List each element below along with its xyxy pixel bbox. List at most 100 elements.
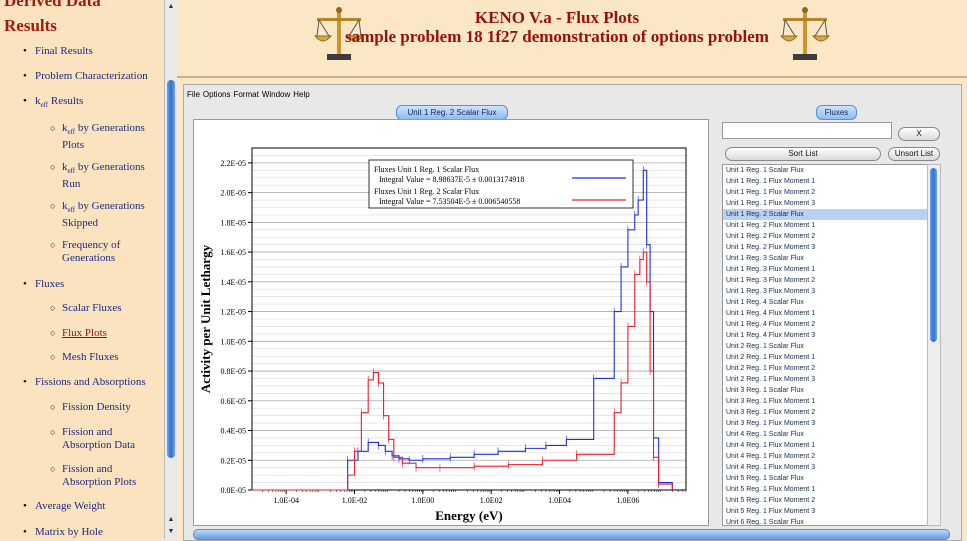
flux-list-item[interactable]: Unit 5 Reg. 1 Flux Moment 3 [726,508,816,515]
scroll-down-icon[interactable]: ▼ [167,527,175,535]
bullet-icon: ○ [50,328,56,338]
flux-list-item[interactable]: Unit 2 Reg. 1 Flux Moment 2 [726,365,816,372]
nav-link[interactable]: • Matrix by Hole [23,526,103,539]
nav-link-label: Fission and [62,463,113,475]
bullet-icon: ○ [50,427,56,437]
flux-list-item[interactable]: Unit 2 Reg. 1 Flux Moment 3 [726,376,816,383]
flux-list-item[interactable]: Unit 5 Reg. 1 Flux Moment 1 [726,486,816,493]
nav-link-line2: Absorption Plots [62,476,137,488]
flux-list-item[interactable]: Unit 4 Reg. 1 Flux Moment 1 [726,442,816,449]
flux-list-item[interactable]: Unit 1 Reg. 2 Flux Moment 3 [726,244,816,251]
flux-list-scroll-thumb[interactable] [930,168,937,342]
nav-link[interactable]: • Problem Characterization [23,70,148,83]
flux-search-input[interactable] [722,122,892,139]
nav-link-label: Frequency of [62,239,121,251]
flux-list-item[interactable]: Unit 1 Reg. 1 Flux Moment 3 [726,200,816,207]
flux-list-item[interactable]: Unit 1 Reg. 3 Flux Moment 1 [726,266,816,273]
nav-link-line2: Run [62,178,81,191]
flux-list-item[interactable]: Unit 1 Reg. 1 Flux Moment 1 [726,178,816,185]
flux-list-item[interactable]: Unit 4 Reg. 1 Flux Moment 3 [726,464,816,471]
flux-plot-applet: File Options Format Window Help Unit 1 Reg. … [183,84,962,541]
nav-link[interactable]: ○ keff by Generations Plots [50,122,145,152]
nav-link[interactable]: • Fluxes [23,278,65,291]
nav-link-label: k [62,122,68,134]
x-tick-label: 1.0E-04 [273,496,299,505]
flux-list-item[interactable]: Unit 5 Reg. 1 Flux Moment 2 [726,497,816,504]
nav-link[interactable]: ○ keff by Generations Skipped [50,200,145,230]
bullet-icon: ○ [50,352,56,362]
flux-list-item[interactable]: Unit 3 Reg. 1 Flux Moment 1 [726,398,816,405]
flux-list-item[interactable]: Unit 5 Reg. 1 Scalar Flux [726,475,804,482]
nav-link[interactable]: • Average Weight [23,500,106,513]
nav-scroll-thumb[interactable] [167,80,175,458]
unsort-list-button[interactable]: Unsort List [888,147,940,161]
y-tick-label: 1.0E-05 [220,337,246,346]
plot-frame [251,147,687,491]
nav-link-label: k [62,200,68,212]
nav-link[interactable]: ○ Flux Plots [50,327,107,340]
flux-list-item[interactable]: Unit 1 Reg. 3 Flux Moment 3 [726,288,816,295]
nav-link[interactable]: ○ Mesh Fluxes [50,351,119,364]
flux-list-item[interactable]: Unit 1 Reg. 4 Flux Moment 3 [726,332,816,339]
flux-list-item[interactable]: Unit 1 Reg. 3 Flux Moment 2 [726,277,816,284]
nav-link[interactable]: • Fissions and Absorptions [23,376,146,389]
flux-list-item[interactable]: Unit 4 Reg. 1 Flux Moment 2 [726,453,816,460]
bullet-icon: ○ [50,123,56,133]
nav-scrollbar[interactable]: ▲ ▲ ▼ [164,0,177,539]
flux-list-item[interactable]: Unit 2 Reg. 1 Scalar Flux [726,343,804,350]
flux-list-item[interactable]: Unit 1 Reg. 2 Scalar Flux [723,209,927,220]
menu-item[interactable]: Format [233,90,259,99]
flux-list-scrollbar[interactable] [927,164,941,526]
flux-list-item[interactable]: Unit 1 Reg. 4 Scalar Flux [726,299,804,306]
horizontal-scrollbar[interactable] [193,529,950,540]
flux-list-item[interactable]: Unit 4 Reg. 1 Scalar Flux [726,431,804,438]
y-tick-label: 0.0E-05 [220,486,246,495]
flux-list-item[interactable]: Unit 1 Reg. 2 Flux Moment 1 [726,222,816,229]
scroll-up-icon[interactable]: ▲ [167,515,175,523]
nav-link[interactable]: ○ Fission and Absorption Plots [50,463,137,489]
nav-link[interactable]: • keff Results [23,95,83,112]
flux-list-panel: X Sort List Unsort List Unit 1 Reg. 1 Sc… [722,119,941,526]
nav-link-label: Scalar Fluxes [62,302,122,314]
menu-item[interactable]: Window [261,90,291,99]
y-axis-label: Activity per Unit Lethargy [198,244,213,393]
flux-list-item[interactable]: Unit 3 Reg. 1 Flux Moment 3 [726,420,816,427]
nav-link-label: Fluxes [35,278,65,290]
x-tick-label: 1.0E04 [548,496,571,505]
nav-link-label: Average Weight [35,500,106,512]
flux-list-item[interactable]: Unit 1 Reg. 1 Scalar Flux [726,167,804,174]
nav-link[interactable]: ○ Scalar Fluxes [50,302,122,315]
x-tick-label: 1.0E-02 [342,496,368,505]
bullet-icon: • [23,278,27,290]
scales-of-justice-icon [313,7,365,60]
bullet-icon: • [23,45,27,57]
scroll-up-icon[interactable]: ▲ [167,2,175,10]
flux-list[interactable]: Unit 1 Reg. 1 Scalar Flux Unit 1 Reg. 1 F… [722,164,928,526]
nav-link[interactable]: ○ keff by Generations Run [50,161,145,191]
bullet-icon: • [23,500,27,512]
menu-item[interactable]: Help [293,90,310,99]
flux-list-item[interactable]: Unit 1 Reg. 2 Flux Moment 2 [726,233,816,240]
flux-list-item[interactable]: Unit 1 Reg. 1 Flux Moment 2 [726,189,816,196]
clear-search-button[interactable]: X [898,127,940,141]
flux-list-item[interactable]: Unit 6 Reg. 1 Scalar Flux [726,519,804,526]
nav-link[interactable]: ○ Fission and Absorption Data [50,426,135,452]
flux-list-item[interactable]: Unit 3 Reg. 1 Flux Moment 2 [726,409,816,416]
bullet-icon: ○ [50,402,56,412]
sort-list-button[interactable]: Sort List [725,147,881,161]
flux-panel-title: Fluxes [816,105,857,120]
nav-link-line2: Plots [62,139,85,152]
nav-link[interactable]: ○ Frequency of Generations [50,239,121,265]
nav-link[interactable]: ○ Fission Density [50,401,131,414]
nav-link-label: Fission and [62,426,113,438]
menu-item[interactable]: Options [202,90,231,99]
menu-item[interactable]: File [187,90,200,99]
flux-list-item[interactable]: Unit 2 Reg. 1 Flux Moment 1 [726,354,816,361]
y-tick-label: 1.2E-05 [220,308,246,317]
flux-list-item[interactable]: Unit 1 Reg. 4 Flux Moment 1 [726,310,816,317]
flux-list-item[interactable]: Unit 1 Reg. 3 Scalar Flux [726,255,804,262]
nav-link-label: Fission Density [62,401,131,413]
flux-list-item[interactable]: Unit 3 Reg. 1 Scalar Flux [726,387,804,394]
nav-link[interactable]: • Final Results [23,45,93,58]
flux-list-item[interactable]: Unit 1 Reg. 4 Flux Moment 2 [726,321,816,328]
